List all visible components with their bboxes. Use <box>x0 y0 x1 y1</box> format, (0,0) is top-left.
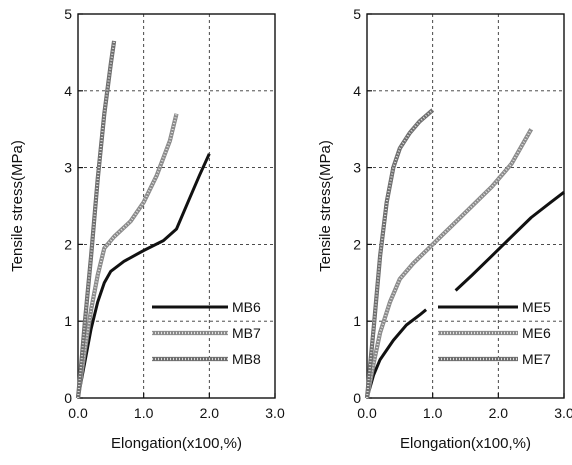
x-tick-label: 1.0 <box>134 405 154 421</box>
legend-label: MB6 <box>232 299 261 315</box>
legend-item-me7: ME7 <box>438 351 551 367</box>
legend-label: ME6 <box>522 325 551 341</box>
series-line-mb8-body <box>75 40 117 399</box>
chart-panel-1: 0.0 1.0 2.0 3.0 0 1 2 3 4 5 Elongation(x100,%) Tens… <box>9 6 285 452</box>
y-tick-label: 4 <box>353 83 361 99</box>
series-line-mb7 <box>75 113 179 399</box>
y-tick-label: 2 <box>64 236 72 252</box>
legend-label: ME7 <box>522 351 551 367</box>
x-tick-label: 0.0 <box>357 405 377 421</box>
y-tick-label: 3 <box>353 160 361 176</box>
y-axis-label: Tensile stress(MPa) <box>9 140 26 272</box>
y-tick-label: 1 <box>64 313 72 329</box>
x-tick-label: 1.0 <box>423 405 443 421</box>
x-tick-label: 3.0 <box>554 405 572 421</box>
series-line-mb7-hatch <box>76 113 178 399</box>
x-tick-label: 2.0 <box>489 405 509 421</box>
y-tick-label: 0 <box>353 390 361 406</box>
legend-item-mb7: MB7 <box>152 325 261 341</box>
y-tick-label: 0 <box>64 390 72 406</box>
legend-item-mb6: MB6 <box>152 299 261 315</box>
plot-frame <box>366 13 565 399</box>
y-tick-label: 4 <box>64 83 72 99</box>
y-tick-label: 2 <box>353 236 361 252</box>
x-tick-label: 2.0 <box>200 405 220 421</box>
x-tick-label: 3.0 <box>265 405 285 421</box>
series-line-mb6 <box>76 153 211 399</box>
y-axis-label: Tensile stress(MPa) <box>317 140 334 272</box>
series-line-me6 <box>364 128 534 399</box>
y-tick-label: 5 <box>353 6 361 22</box>
legend-item-mb8: MB8 <box>152 351 261 367</box>
y-tick-label: 1 <box>353 313 361 329</box>
x-axis-label: Elongation(x100,%) <box>400 435 531 452</box>
x-axis-label: Elongation(x100,%) <box>111 435 242 452</box>
series-line-mb8-hatch <box>76 40 116 399</box>
plot-frame <box>77 13 276 399</box>
y-tick-label: 3 <box>64 160 72 176</box>
series-line-me7 <box>364 108 435 399</box>
y-tick-label: 5 <box>64 6 72 22</box>
chart-panel-2: 0.0 1.0 2.0 3.0 0 1 2 3 4 5 Elongation(x100,%) Tens… <box>317 6 572 452</box>
legend-label: MB8 <box>232 351 261 367</box>
legend-item-me5: ME5 <box>438 299 551 315</box>
legend-label: MB7 <box>232 325 261 341</box>
series-line-me6-body <box>364 128 534 399</box>
series-line-me7-hatch <box>365 109 434 399</box>
series-line-me5 <box>365 191 565 399</box>
legend-item-me6: ME6 <box>438 325 551 341</box>
legend-label: ME5 <box>522 299 551 315</box>
series-line-mb8 <box>75 40 117 399</box>
x-tick-label: 0.0 <box>68 405 88 421</box>
